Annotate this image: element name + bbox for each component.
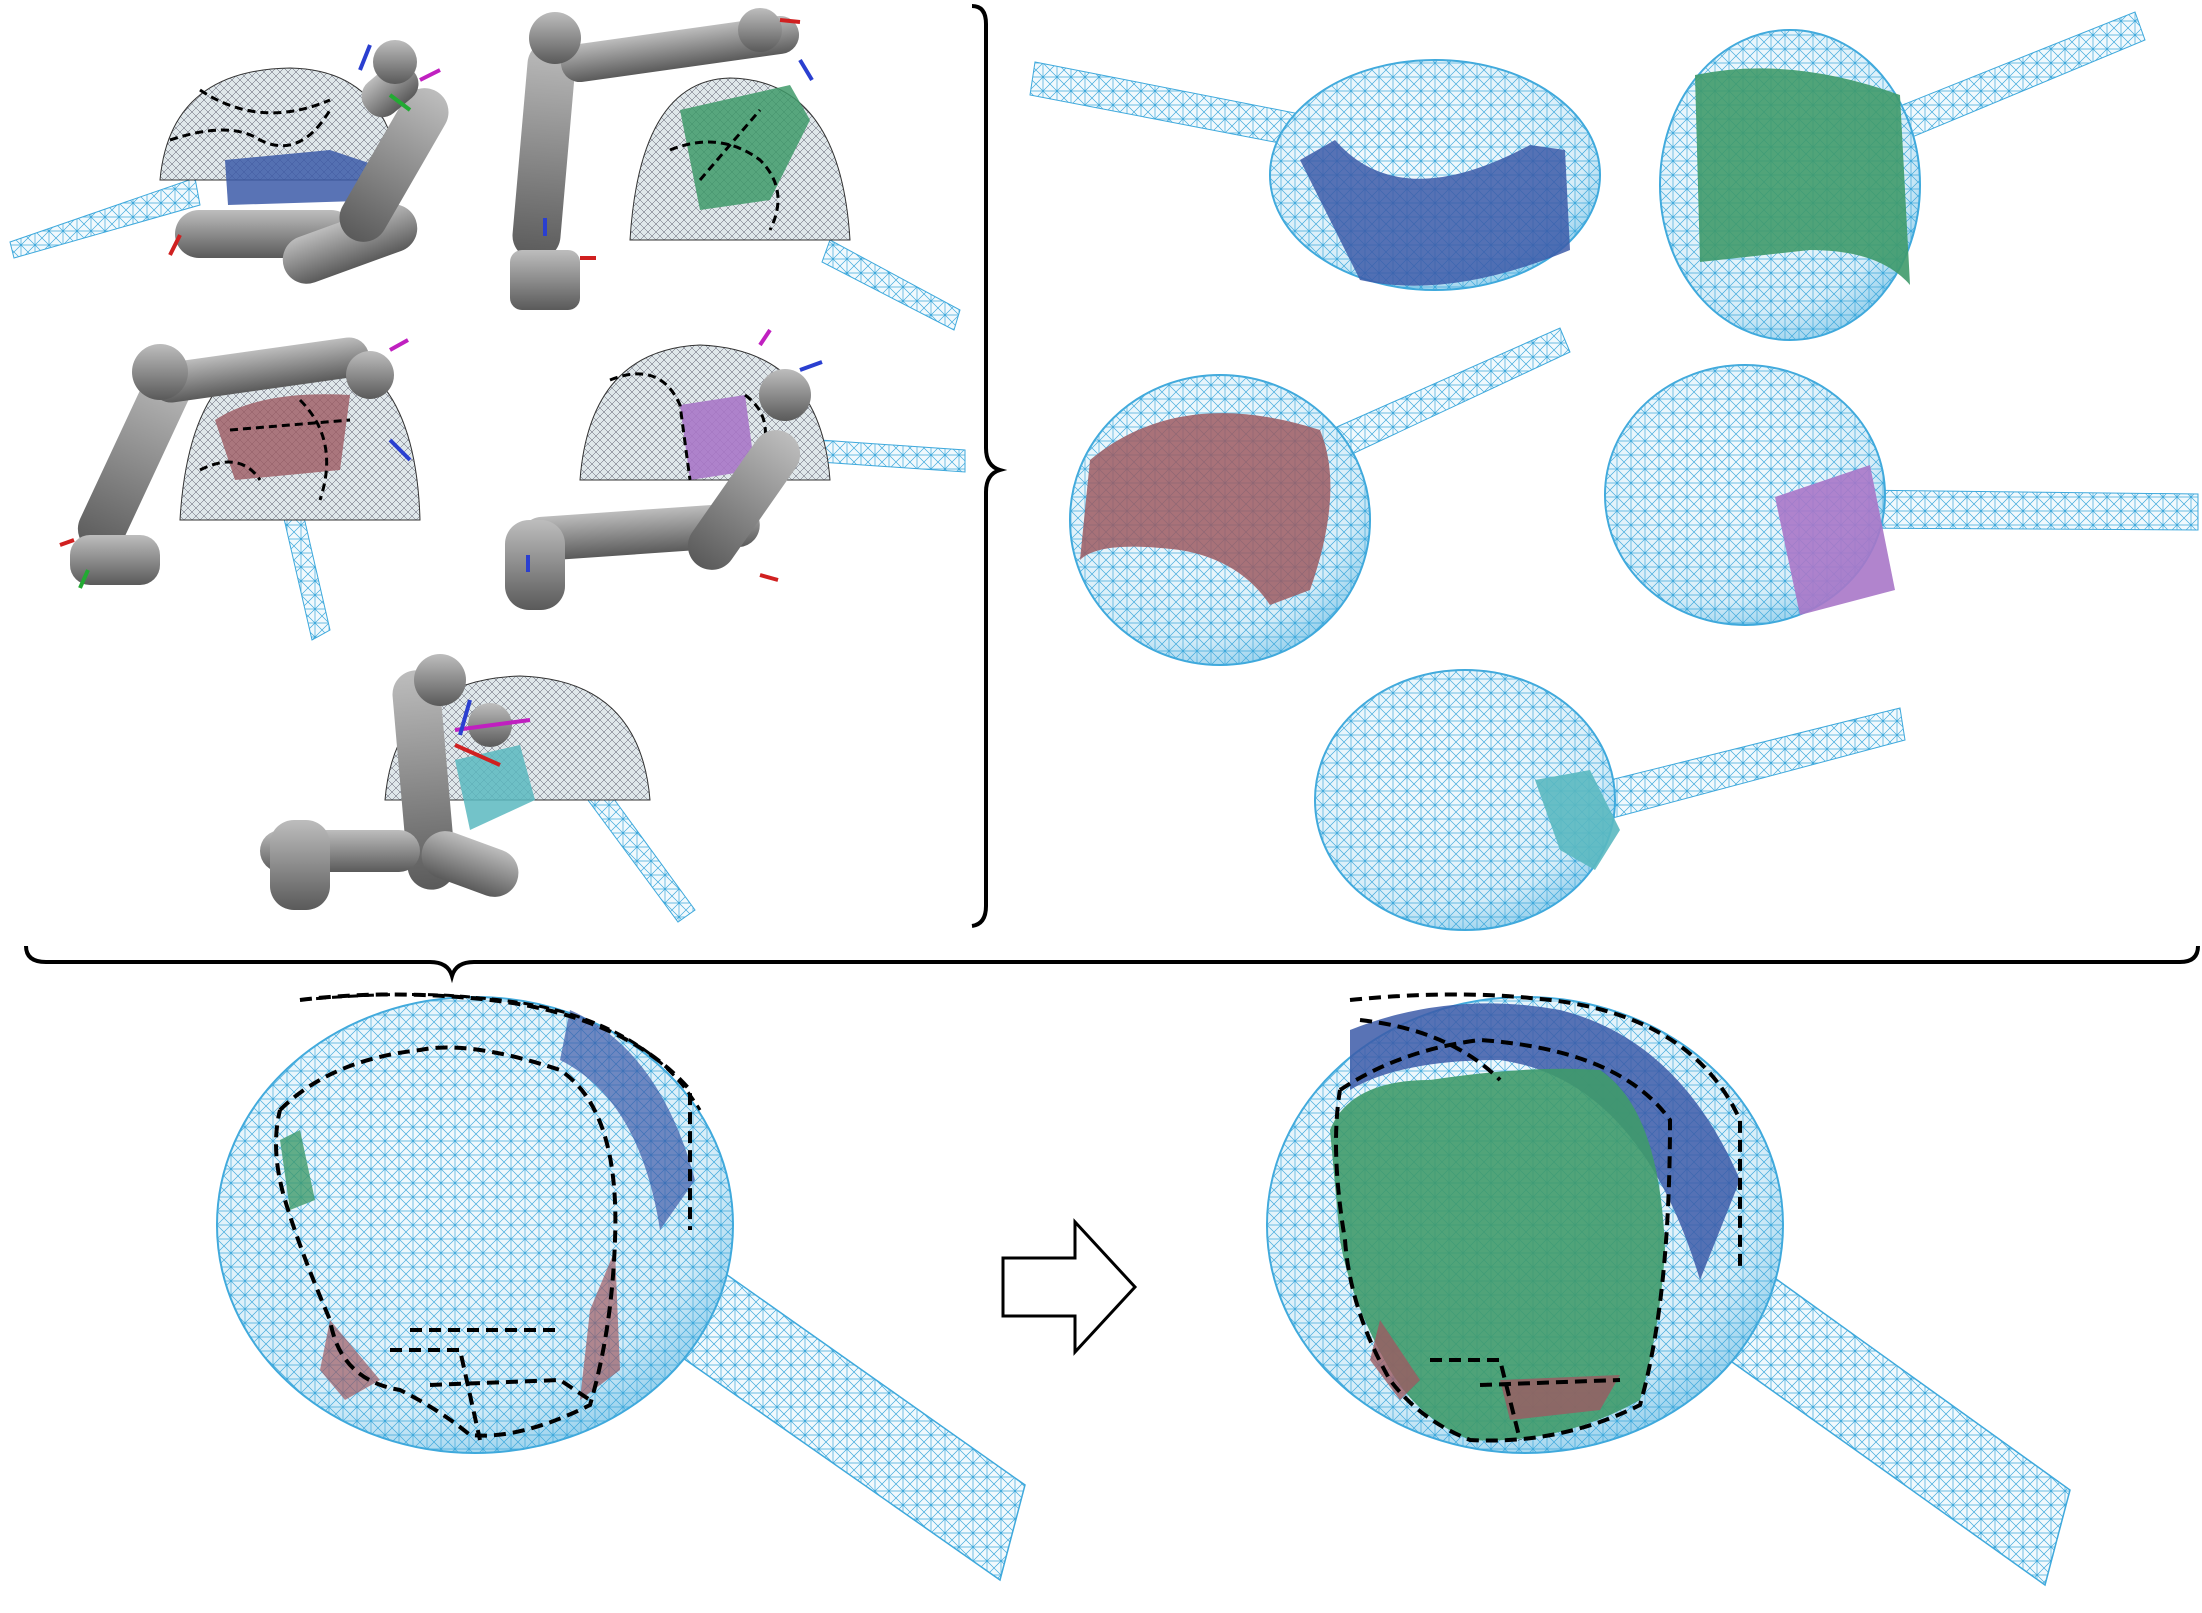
mesh-view-3 xyxy=(1069,327,1571,666)
patch-blue xyxy=(1350,1003,1740,1280)
patch-purple xyxy=(1775,465,1895,615)
patch-teal xyxy=(455,745,535,830)
dashed-boundary xyxy=(299,992,702,1111)
patch-red xyxy=(1370,1320,1420,1400)
patch-red xyxy=(320,1320,380,1400)
robot-scene-2 xyxy=(510,8,961,331)
transition-arrow xyxy=(1001,1218,1138,1356)
right-arrow-icon xyxy=(1001,1218,1138,1356)
dashed-boundary xyxy=(1334,992,1742,1443)
mesh-view-2 xyxy=(1659,11,2146,341)
patch-teal xyxy=(1535,770,1620,870)
patch-blue xyxy=(560,1010,695,1230)
combined-mesh-before xyxy=(216,992,1026,1582)
mesh-view-5 xyxy=(1314,669,1906,931)
patch-green xyxy=(680,85,810,210)
patch-green xyxy=(280,1130,315,1210)
robot-scene-5 xyxy=(260,654,696,923)
combined-mesh-after xyxy=(1266,992,2071,1587)
horizontal-brace xyxy=(24,945,2200,984)
patch-blue xyxy=(1300,140,1570,286)
patch-green xyxy=(1695,68,1910,285)
robot-scene-1 xyxy=(9,40,449,284)
vertical-brace xyxy=(971,4,1008,928)
patch-red xyxy=(1080,413,1331,605)
patch-red xyxy=(1500,1375,1620,1420)
robot-scene-3 xyxy=(59,337,421,641)
mesh-view-1 xyxy=(1029,59,1601,291)
mesh-view-4 xyxy=(1604,364,2199,626)
patch-blue xyxy=(225,150,390,205)
patch-purple xyxy=(680,395,755,480)
patch-green xyxy=(1330,1068,1665,1441)
patch-red xyxy=(215,394,350,480)
robot-scene-4 xyxy=(505,328,966,610)
